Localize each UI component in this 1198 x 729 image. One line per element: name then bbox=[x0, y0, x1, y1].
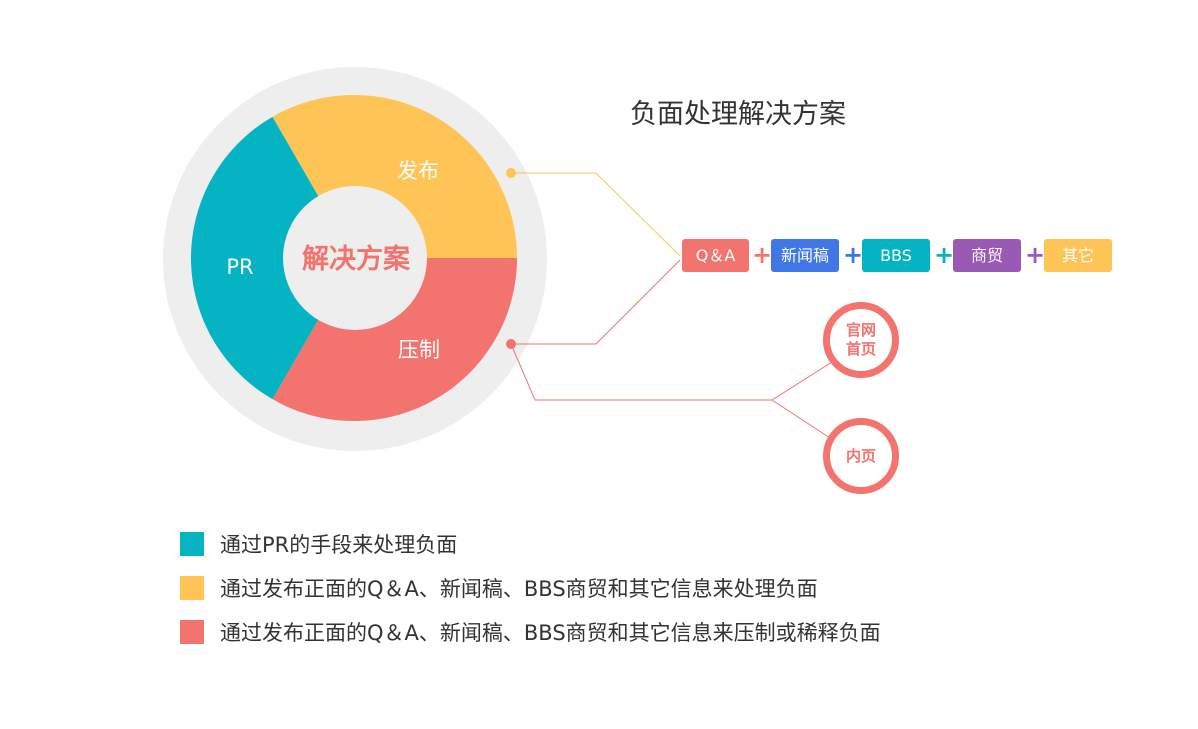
connector-suppress-tags bbox=[511, 259, 681, 345]
legend-text: 通过发布正面的Q＆A、新闻稿、BBS商贸和其它信息来压制或稀释负面 bbox=[220, 621, 881, 645]
segment-label-suppress: 压制 bbox=[398, 338, 440, 362]
tag-trade: 商贸 bbox=[953, 239, 1021, 272]
tag-qa: Q＆A bbox=[682, 239, 749, 272]
center-circle bbox=[283, 186, 427, 330]
plus-icon: + bbox=[934, 241, 955, 269]
plus-icon: + bbox=[843, 241, 864, 269]
tag-other: 其它 bbox=[1044, 239, 1112, 272]
segment-pr bbox=[191, 116, 354, 400]
legend-swatch bbox=[180, 532, 204, 556]
legend-text: 通过PR的手段来处理负面 bbox=[220, 533, 458, 557]
ring-inner-page: 内页 bbox=[823, 418, 899, 494]
legend-text: 通过发布正面的Q＆A、新闻稿、BBS商贸和其它信息来处理负面 bbox=[220, 577, 818, 601]
legend-swatch bbox=[180, 576, 204, 600]
tag-bbs: BBS bbox=[862, 239, 930, 272]
legend-item-publish: 通过发布正面的Q＆A、新闻稿、BBS商贸和其它信息来处理负面 bbox=[180, 573, 818, 603]
ring-label-homepage: 官网首页 bbox=[845, 321, 876, 358]
connector-suppress-inner bbox=[771, 399, 831, 439]
ring-homepage: 官网首页 bbox=[823, 302, 899, 378]
tag-press-release: 新闻稿 bbox=[771, 239, 839, 272]
legend-item-pr: 通过PR的手段来处理负面 bbox=[180, 529, 457, 559]
legend-item-suppress: 通过发布正面的Q＆A、新闻稿、BBS商贸和其它信息来压制或稀释负面 bbox=[180, 617, 881, 647]
ring-label-inner-page: 内页 bbox=[845, 446, 876, 465]
plus-icon: + bbox=[1025, 241, 1046, 269]
segment-label-pr: PR bbox=[226, 255, 253, 279]
plus-icon: + bbox=[752, 241, 773, 269]
legend-swatch bbox=[180, 620, 204, 644]
connector-suppress-home bbox=[510, 343, 833, 401]
segment-label-publish: 发布 bbox=[397, 159, 439, 183]
center-label: 解决方案 bbox=[302, 243, 411, 275]
page-title: 负面处理解决方案 bbox=[630, 99, 846, 130]
connector-publish bbox=[511, 172, 681, 257]
